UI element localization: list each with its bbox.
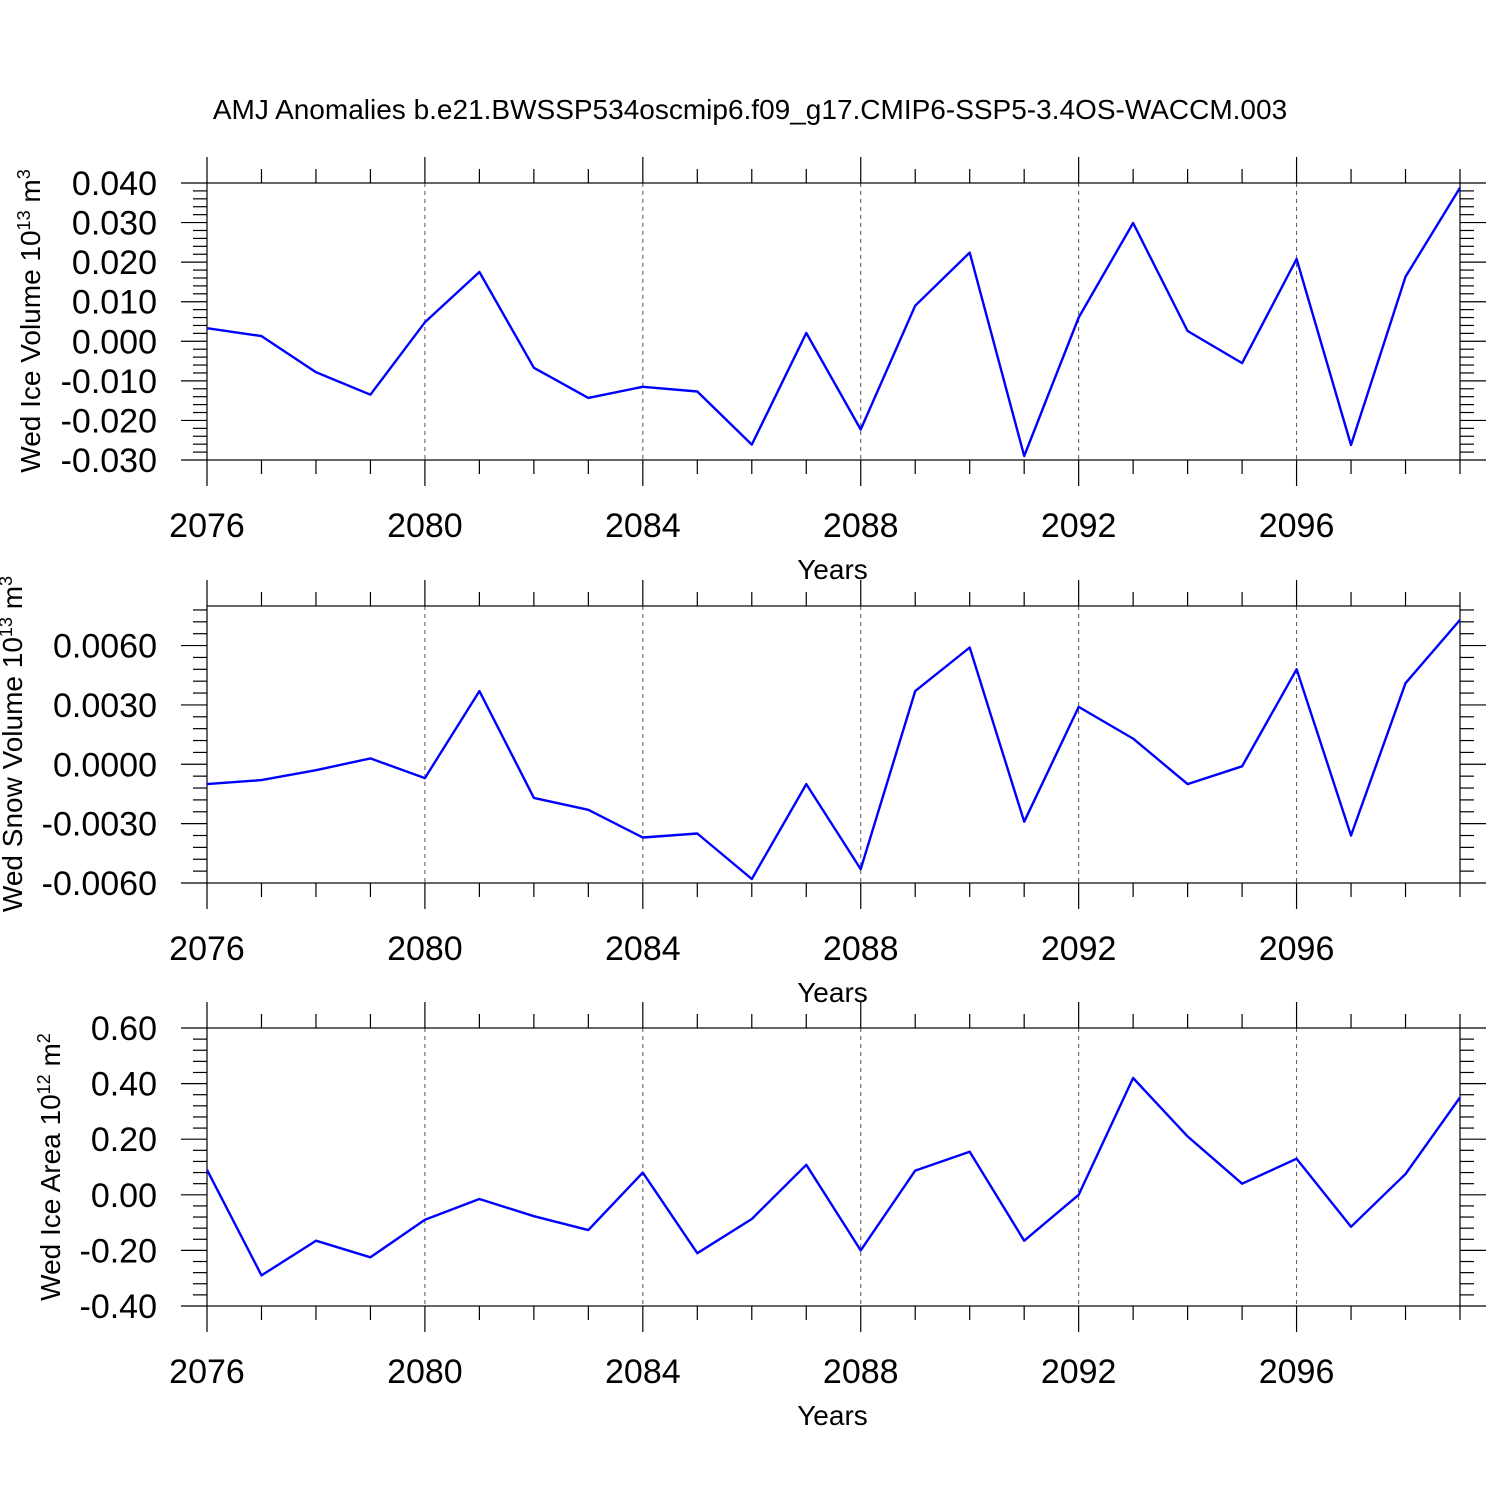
ice-area-x-tick-label: 2076 bbox=[169, 1353, 245, 1391]
ice-area-y-axis-label: Wed Ice Area 1012 m2 bbox=[34, 1033, 66, 1301]
panel-ice-area: 2076 2080 2084 2088 2092 2096 Years -0.40 -0.20 0… bbox=[34, 1002, 1486, 1431]
ice-area-x-tick-label: 2092 bbox=[1041, 1353, 1117, 1391]
ice-volume-x-tick-label: 2096 bbox=[1259, 507, 1335, 545]
ice-volume-y-tick-label: 0.030 bbox=[72, 205, 157, 243]
snow-volume-x-axis-label: Years bbox=[797, 977, 868, 1008]
ice-area-x-tick-label: 2080 bbox=[387, 1353, 463, 1391]
ice-area-y-tick-label: -0.40 bbox=[80, 1288, 158, 1326]
ice-volume-y-tick-label: -0.010 bbox=[61, 363, 157, 401]
ice-area-y-tick-label: -0.20 bbox=[80, 1232, 158, 1270]
snow-volume-y-tick-label: 0.0030 bbox=[53, 687, 157, 725]
snow-volume-y-tick-label: 0.0000 bbox=[53, 746, 157, 784]
ice-area-y-tick-label: 0.20 bbox=[91, 1121, 157, 1159]
ice-area-plot-frame bbox=[206, 1027, 1461, 1307]
ice-volume-y-tick-label: 0.040 bbox=[72, 165, 157, 203]
ice-area-y-tick-label: 0.40 bbox=[91, 1066, 157, 1104]
snow-volume-x-tick-label: 2092 bbox=[1041, 930, 1117, 968]
ice-area-y-tick-label: 0.60 bbox=[91, 1010, 157, 1048]
ice-volume-y-axis-label: Wed Ice Volume 1013 m3 bbox=[14, 169, 46, 472]
ice-volume-y-tick-label: -0.030 bbox=[61, 442, 157, 480]
ice-volume-y-tick-label: 0.020 bbox=[72, 244, 157, 282]
ice-area-x-axis-label: Years bbox=[797, 1400, 868, 1431]
ice-area-series-line bbox=[205, 1076, 1461, 1277]
snow-volume-x-tick-label: 2076 bbox=[169, 930, 245, 968]
ice-volume-y-tick-label: 0.000 bbox=[72, 323, 157, 361]
ice-volume-y-tick-label: 0.010 bbox=[72, 284, 157, 322]
snow-volume-x-tick-label: 2084 bbox=[605, 930, 681, 968]
panel-snow-volume: 2076 2080 2084 2088 2092 2096 Years -0.0060 -0.0… bbox=[0, 576, 1486, 1008]
ice-volume-x-tick-label: 2084 bbox=[605, 507, 681, 545]
chart-title: AMJ Anomalies b.e21.BWSSP534oscmip6.f09_… bbox=[213, 94, 1287, 125]
ice-volume-series-line bbox=[206, 187, 1462, 458]
ice-volume-x-tick-label: 2080 bbox=[387, 507, 463, 545]
snow-volume-y-axis-label: Wed Snow Volume 1013 m3 bbox=[0, 576, 28, 912]
ice-volume-plot-frame bbox=[206, 182, 1461, 461]
ice-area-x-tick-label: 2084 bbox=[605, 1353, 681, 1391]
ice-volume-y-tick-label: -0.020 bbox=[61, 402, 157, 440]
snow-volume-x-tick-label: 2096 bbox=[1259, 930, 1335, 968]
snow-volume-plot-frame bbox=[206, 605, 1461, 884]
ice-volume-x-tick-label: 2092 bbox=[1041, 507, 1117, 545]
ice-area-x-tick-label: 2088 bbox=[823, 1353, 899, 1391]
snow-volume-series-line bbox=[206, 619, 1461, 881]
snow-volume-y-tick-label: -0.0030 bbox=[42, 806, 157, 844]
panel-ice-volume: 2076 2080 2084 2088 2092 2096 Years -0.030-0.02… bbox=[14, 157, 1486, 585]
snow-volume-x-tick-label: 2080 bbox=[387, 930, 463, 968]
snow-volume-y-tick-label: -0.0060 bbox=[42, 865, 157, 903]
ice-volume-x-axis-label: Years bbox=[797, 554, 868, 585]
snow-volume-y-tick-label: 0.0060 bbox=[53, 628, 157, 666]
ice-area-x-tick-label: 2096 bbox=[1259, 1353, 1335, 1391]
ice-volume-x-tick-label: 2076 bbox=[169, 507, 245, 545]
ice-area-y-tick-label: 0.00 bbox=[91, 1177, 157, 1215]
ice-volume-x-tick-label: 2088 bbox=[823, 507, 899, 545]
snow-volume-x-tick-label: 2088 bbox=[823, 930, 899, 968]
